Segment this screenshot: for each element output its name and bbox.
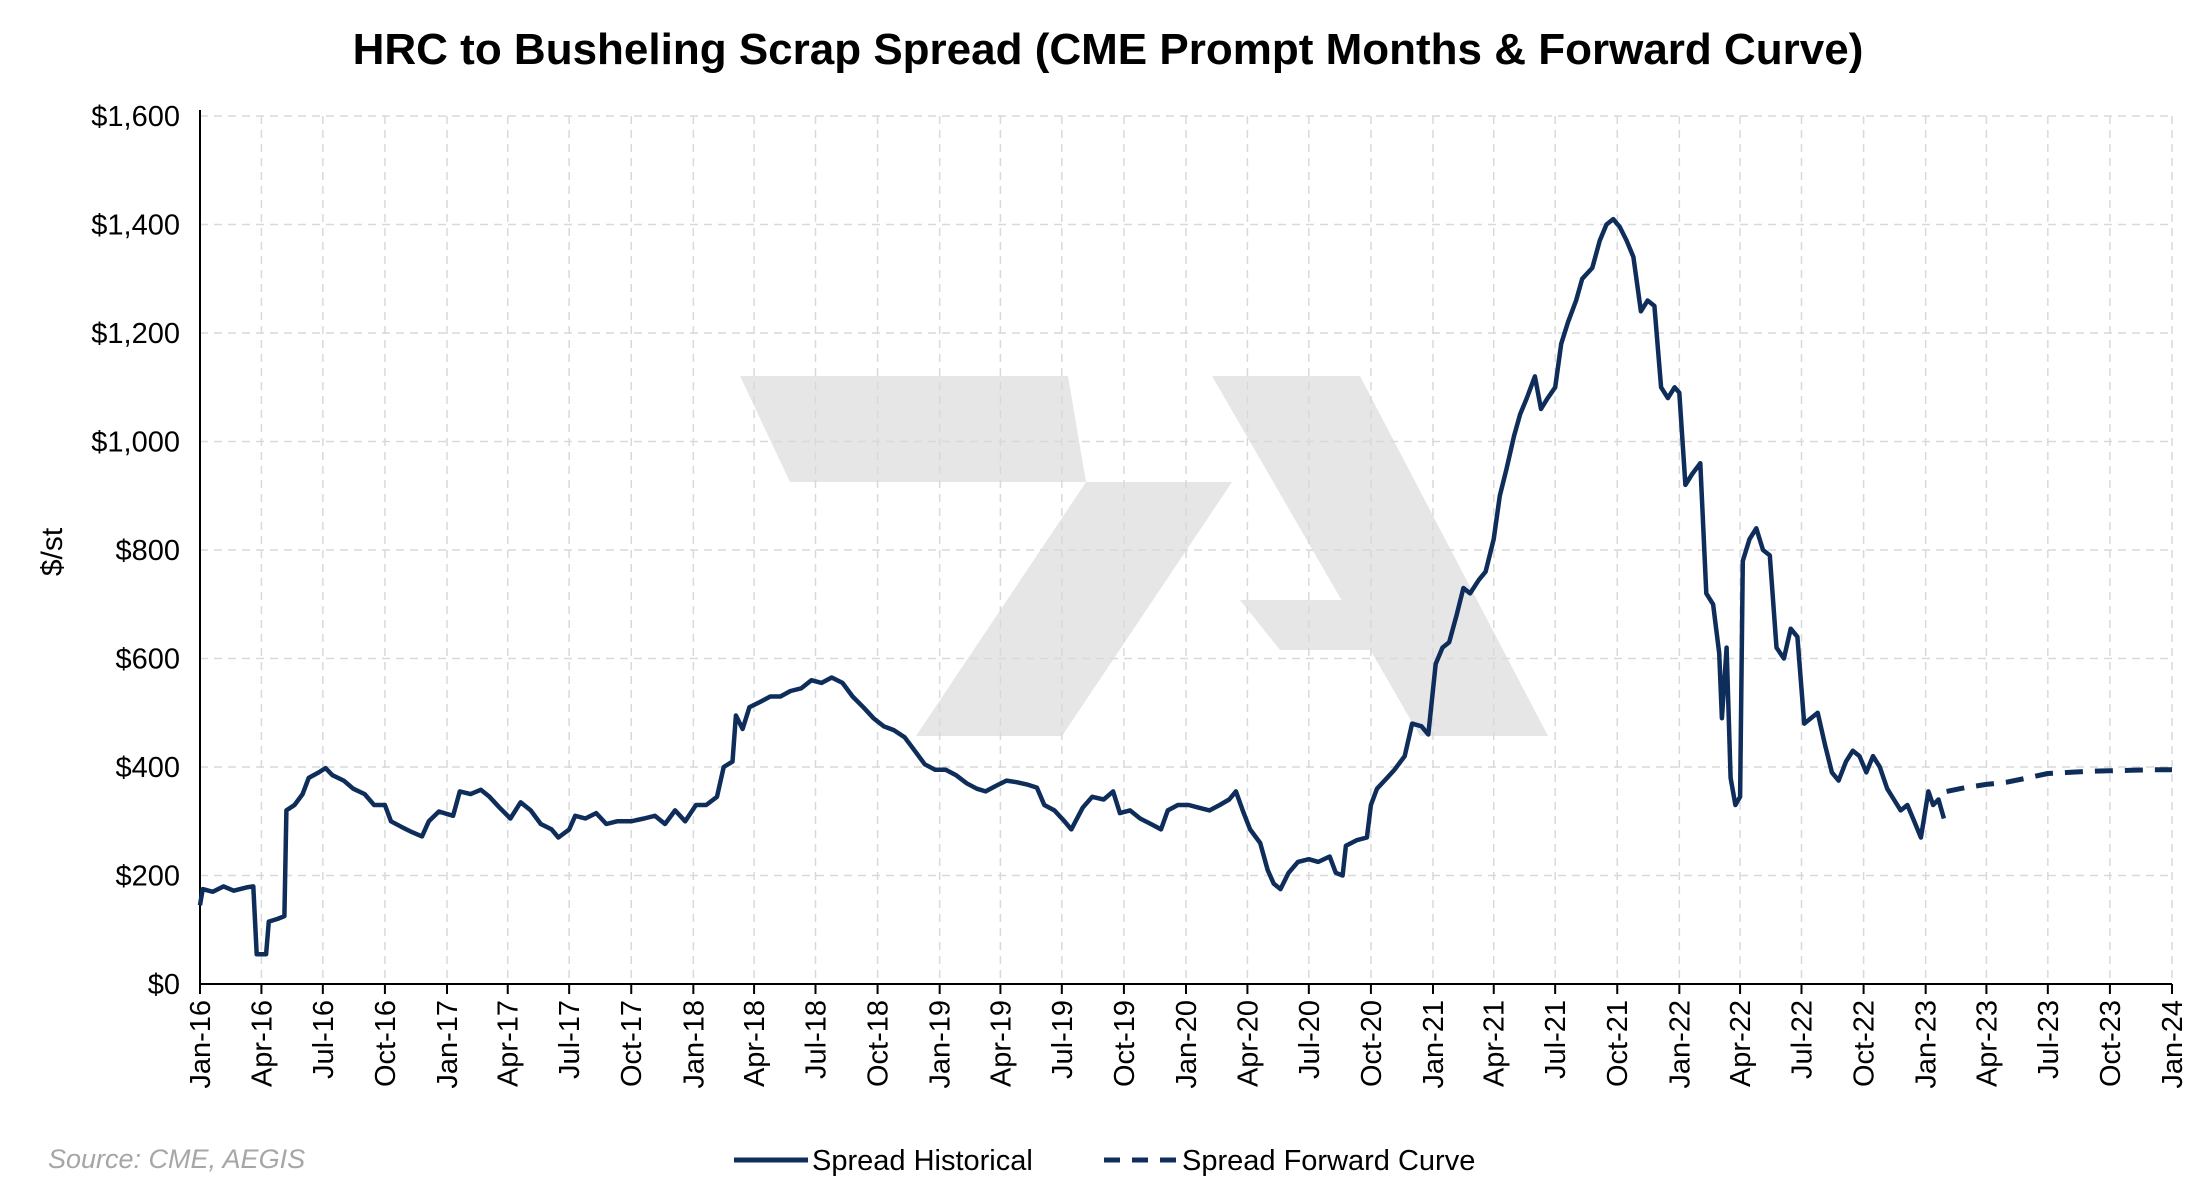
x-tick-label: Oct-17 [616,1000,648,1087]
axes: $0 $200 $400 $600 $800 $1,000 $1,200 $1,400 $1,6… [91,101,2189,1089]
x-tick-label: Oct-18 [863,1000,895,1087]
x-tick-label: Apr-20 [1232,1000,1264,1087]
x-tick-label: Jan-16 [185,1000,217,1089]
source-note: Source: CME, AEGIS [48,1144,305,1174]
x-tick-label: Jul-17 [554,1000,586,1079]
y-tick-label: $600 [115,644,180,676]
x-tick-label: Jul-19 [1047,1000,1079,1079]
legend: Spread Historical Spread Forward Curve [734,1145,1475,1177]
y-tick-label: $200 [115,861,180,893]
x-tick-label: Jan-18 [678,1000,710,1089]
x-tick-label: Apr-17 [493,1000,525,1087]
y-tick-label: $1,000 [91,427,180,459]
legend-label-forward: Spread Forward Curve [1182,1145,1475,1177]
watermark-logo [740,376,1548,736]
x-tick-label: Oct-16 [370,1000,402,1087]
x-tick-label: Apr-21 [1479,1000,1511,1087]
y-axis-label: $/st [36,527,69,576]
x-tick-label: Jan-24 [2157,1000,2189,1089]
x-tick-label: Apr-16 [246,1000,278,1087]
x-tick-label: Jan-17 [432,1000,464,1089]
x-tick-label: Jul-23 [2033,1000,2065,1079]
x-tick-label: Oct-19 [1109,1000,1141,1087]
series-layer [197,216,2172,957]
x-tick-label: Jan-20 [1171,1000,1203,1089]
y-tick-label: $0 [148,969,180,1001]
y-tick-label: $400 [115,752,180,784]
x-tick-label: Apr-22 [1725,1000,1757,1087]
x-tick-label: Jul-20 [1294,1000,1326,1079]
legend-label-historical: Spread Historical [812,1145,1033,1177]
gridlines [200,115,2173,984]
x-tick-label: Jul-18 [800,1000,832,1079]
y-tick-label: $1,400 [91,210,180,242]
x-tick-label: Jul-16 [308,1000,340,1079]
series-line-forward-curve [1946,767,2172,794]
x-tick-label: Jan-19 [925,1000,957,1089]
x-tick-label: Jul-21 [1540,1000,1572,1079]
x-tick-label: Oct-21 [1602,1000,1634,1087]
chart-title: HRC to Busheling Scrap Spread (CME Promp… [353,25,1864,74]
x-tick-label: Apr-18 [739,1000,771,1087]
x-tick-label: Apr-23 [1971,1000,2003,1087]
x-tick-label: Jan-22 [1664,1000,1696,1089]
x-tick-label: Jul-22 [1786,1000,1818,1079]
y-tick-label: $800 [115,535,180,567]
series-line-historical [197,216,1947,957]
x-tick-label: Oct-23 [2095,1000,2127,1087]
x-tick-label: Apr-19 [985,1000,1017,1087]
x-tick-label: Oct-22 [1849,1000,1881,1087]
y-tick-label: $1,200 [91,318,180,350]
x-tick-label: Jan-21 [1418,1000,1450,1089]
y-tick-label: $1,600 [91,101,180,133]
x-tick-label: Oct-20 [1356,1000,1388,1087]
x-tick-label: Jan-23 [1911,1000,1943,1089]
